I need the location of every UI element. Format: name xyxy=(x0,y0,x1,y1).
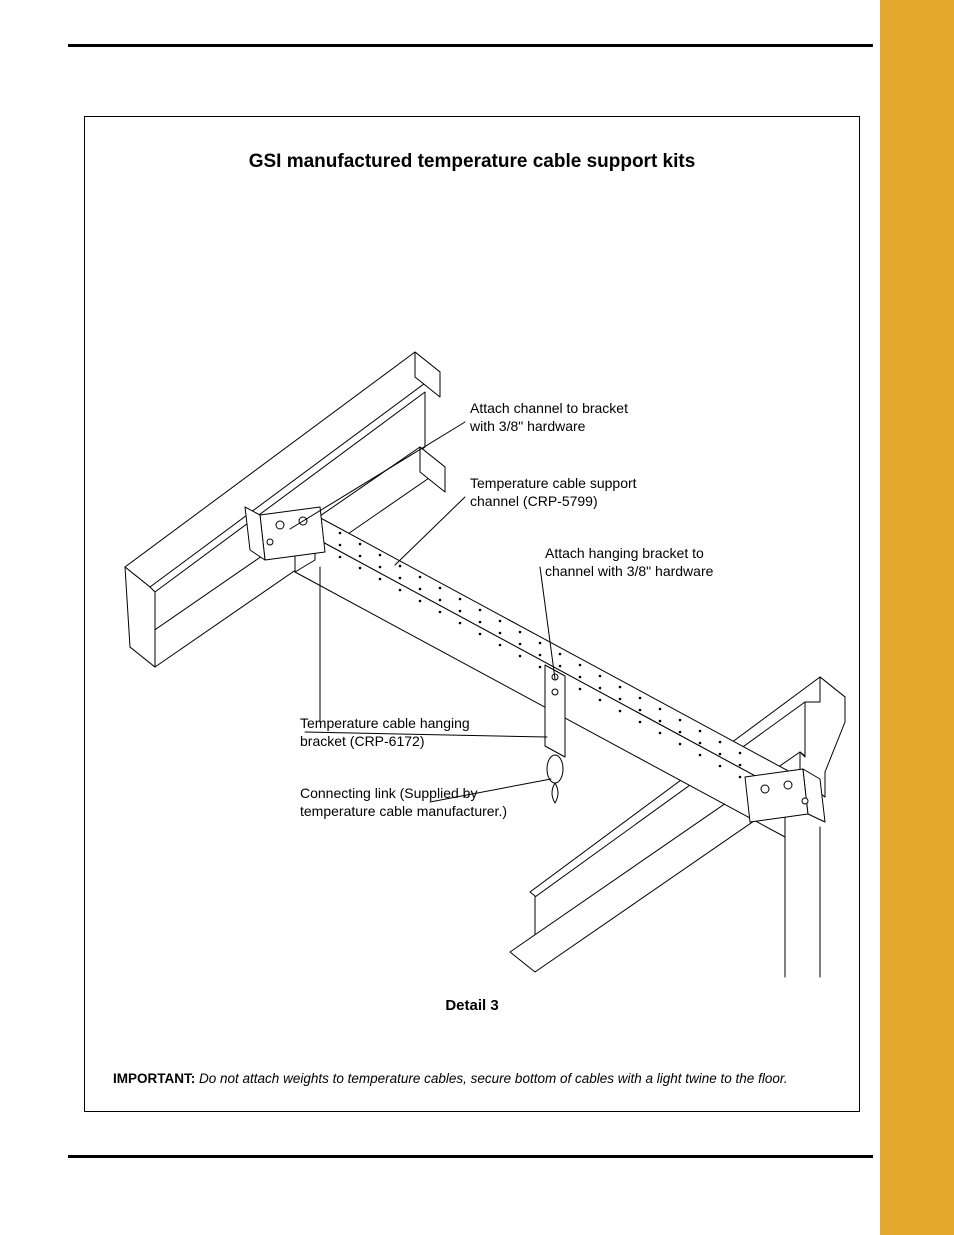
callout-attach-hanging: Attach hanging bracket to channel with 3… xyxy=(545,545,775,580)
sidebar-strip xyxy=(880,0,954,1235)
text: with 3/8" hardware xyxy=(470,418,585,434)
text: channel with 3/8" hardware xyxy=(545,563,713,579)
text: channel (CRP-5799) xyxy=(470,493,598,509)
important-lead: IMPORTANT: xyxy=(113,1071,195,1086)
figure-frame: GSI manufactured temperature cable suppo… xyxy=(84,116,860,1112)
text: Attach channel to bracket xyxy=(470,400,628,416)
callout-support-channel: Temperature cable support channel (CRP-5… xyxy=(470,475,700,510)
important-body: Do not attach weights to temperature cab… xyxy=(199,1071,788,1086)
text: Connecting link (Supplied by xyxy=(300,785,477,801)
text: temperature cable manufacturer.) xyxy=(300,803,507,819)
important-note: IMPORTANT: Do not attach weights to temp… xyxy=(113,1071,831,1086)
text: Attach hanging bracket to xyxy=(545,545,704,561)
figure-title: GSI manufactured temperature cable suppo… xyxy=(85,151,859,173)
detail-label: Detail 3 xyxy=(85,997,859,1014)
page: GSI manufactured temperature cable suppo… xyxy=(0,0,954,1235)
end-bracket-right xyxy=(745,769,825,822)
text: Temperature cable hanging xyxy=(300,715,470,731)
callout-connecting-link: Connecting link (Supplied by temperature… xyxy=(300,785,560,820)
callout-attach-channel: Attach channel to bracket with 3/8" hard… xyxy=(470,400,680,435)
bottom-rule xyxy=(68,1155,873,1158)
text: bracket (CRP-6172) xyxy=(300,733,425,749)
diagram: Attach channel to bracket with 3/8" hard… xyxy=(85,197,861,1017)
text: Temperature cable support xyxy=(470,475,637,491)
top-rule xyxy=(68,44,873,47)
callout-hanging-bracket: Temperature cable hanging bracket (CRP-6… xyxy=(300,715,530,750)
